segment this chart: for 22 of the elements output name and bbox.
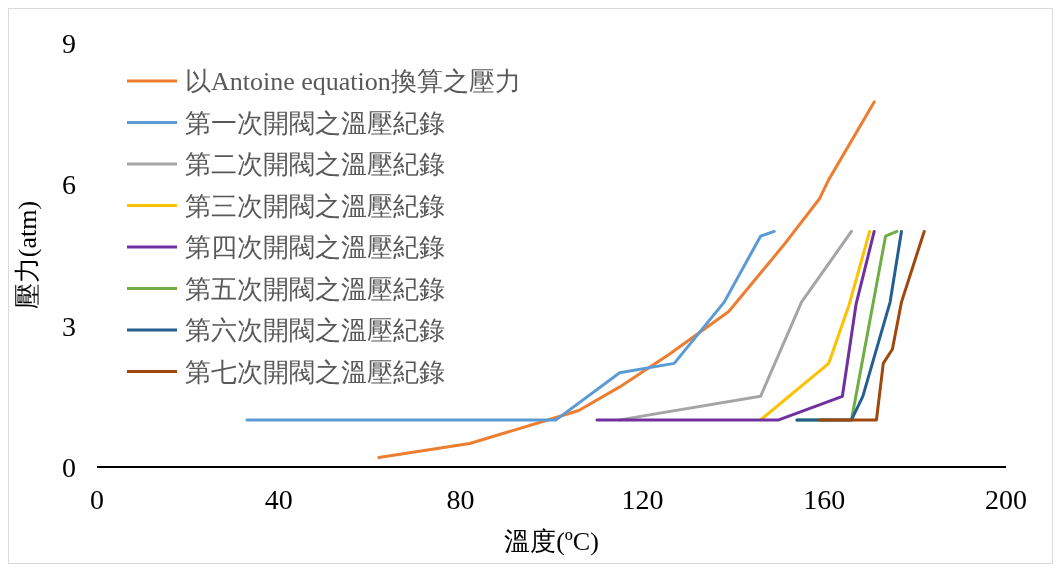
y-tick-label: 9 (62, 28, 76, 59)
legend-label: 第六次開閥之溫壓紀錄 (185, 316, 445, 345)
legend-label: 第五次開閥之溫壓紀錄 (185, 274, 445, 304)
x-tick-label: 120 (621, 484, 664, 515)
legend-label: 第三次開閥之溫壓紀錄 (185, 191, 445, 221)
line-series (595, 229, 876, 422)
y-axis-title: 壓力(atm) (13, 200, 42, 310)
legend-label: 以Antoine equation換算之壓力 (185, 67, 521, 96)
x-tick-label: 80 (446, 484, 475, 515)
y-tick-label: 6 (62, 169, 76, 201)
x-tick-label: 40 (264, 484, 293, 515)
x-axis-title: 溫度(ºC) (504, 527, 599, 556)
line-series (818, 229, 926, 422)
x-tick-label: 160 (803, 484, 846, 515)
legend-label: 第二次開閥之溫壓紀錄 (185, 150, 445, 179)
legend-label: 第七次開閥之溫壓紀錄 (185, 357, 445, 387)
x-tick-label: 200 (985, 484, 1027, 515)
y-tick-label: 0 (62, 452, 76, 483)
legend-label: 第一次開閥之溫壓紀錄 (185, 108, 445, 138)
legend-label: 第四次開閥之溫壓紀錄 (185, 233, 445, 262)
x-tick-label: 0 (90, 484, 104, 515)
y-tick-label: 3 (62, 310, 76, 342)
